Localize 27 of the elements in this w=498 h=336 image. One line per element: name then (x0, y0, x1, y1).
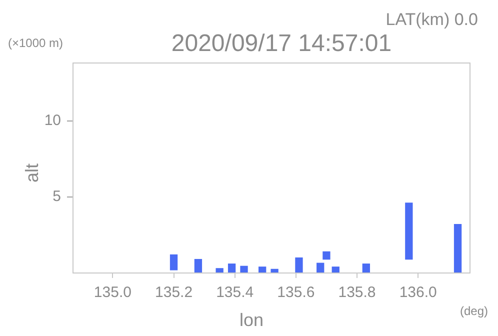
text: (×1000 m) (8, 36, 64, 50)
bar (295, 257, 303, 273)
y-axis-title: alt (22, 163, 42, 183)
bar (240, 266, 248, 273)
bar (228, 264, 236, 273)
x-tick-label: 135.2 (155, 284, 193, 302)
y-tick-label: 10 (44, 112, 61, 129)
chart-title: 2020/09/17 14:57:01 (171, 30, 392, 57)
bar (216, 268, 224, 273)
chart-subtitle: LAT(km) 0.0 (386, 10, 478, 29)
x-tick-label: 135.4 (216, 284, 254, 302)
bar (194, 258, 202, 273)
x-tick-label: 135.0 (94, 284, 132, 302)
text: (deg) (460, 304, 488, 318)
y-tick-label: 5 (52, 188, 61, 206)
x-tick-label: 135.6 (277, 284, 315, 302)
bar (454, 224, 462, 273)
bar (362, 264, 370, 273)
bar (316, 262, 324, 273)
bar (322, 251, 330, 260)
bar (170, 254, 178, 270)
bar (258, 266, 266, 273)
x-tick-label: 136.0 (399, 284, 437, 302)
x-axis-title: lon (239, 310, 264, 330)
x-tick-label: 135.8 (338, 284, 376, 302)
bar (332, 266, 340, 273)
bar (405, 202, 413, 260)
